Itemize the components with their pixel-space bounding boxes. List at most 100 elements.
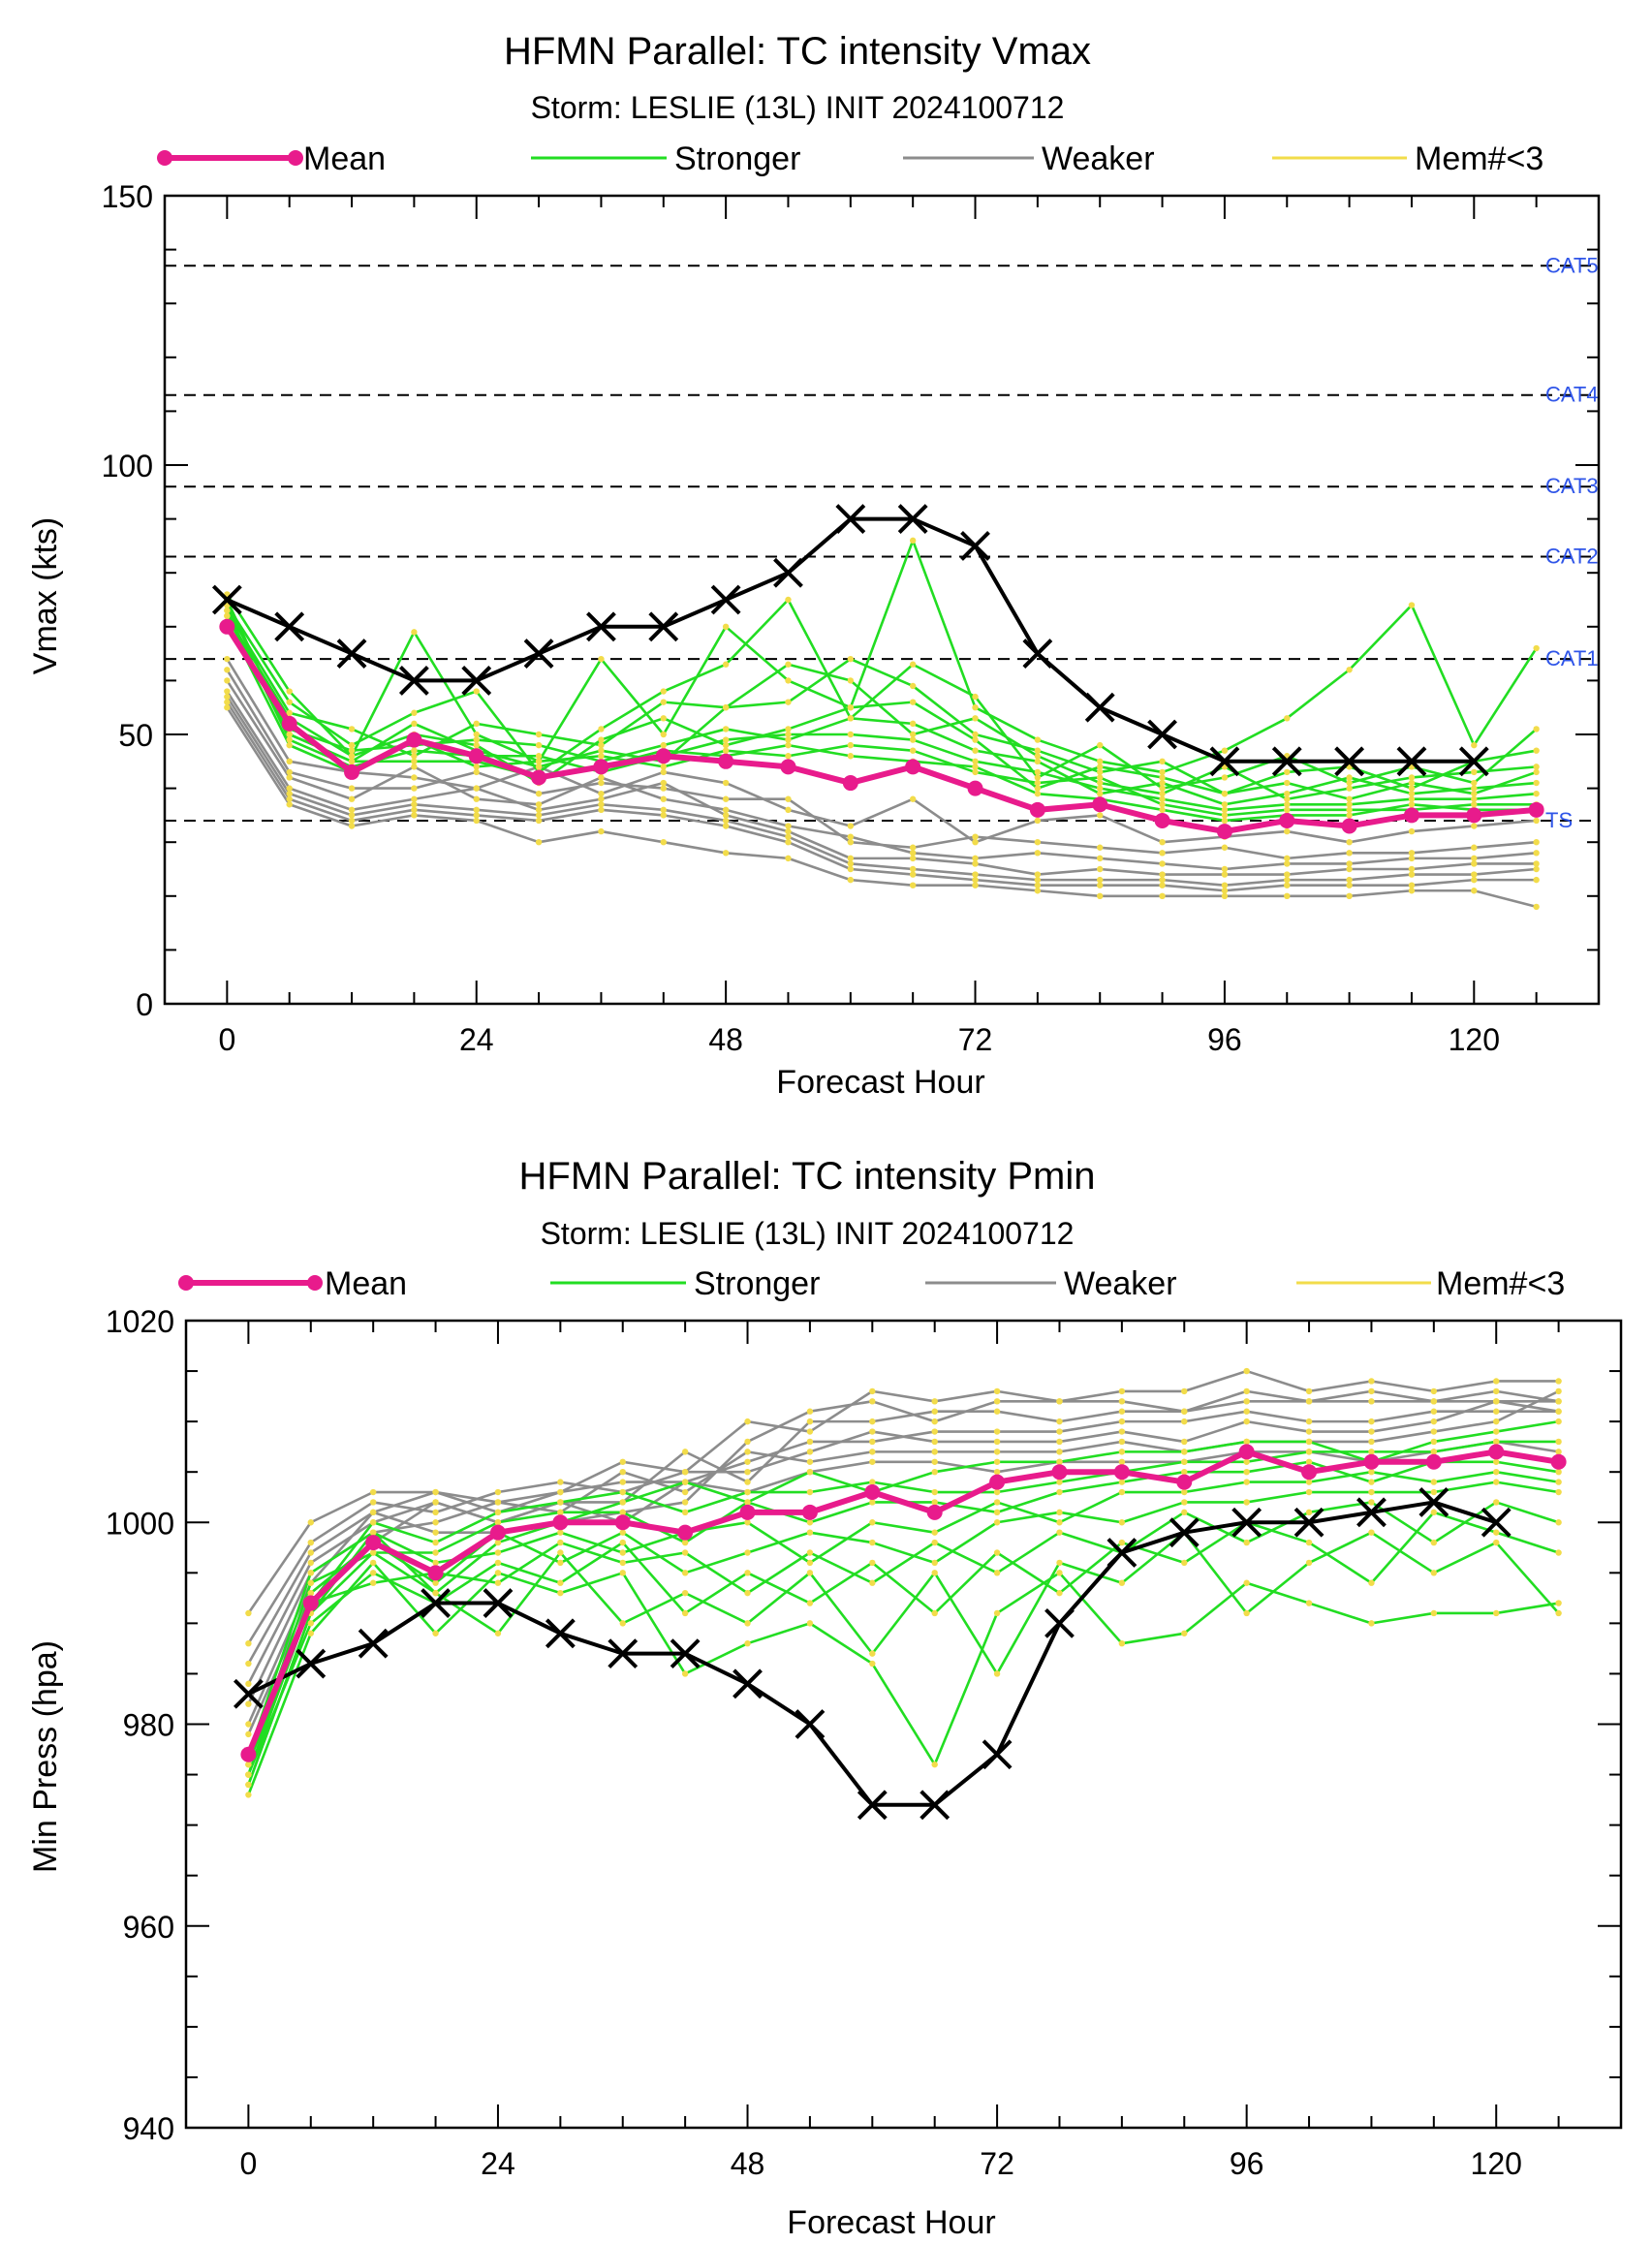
member-point xyxy=(785,731,792,738)
pmin-observed-marker xyxy=(421,1588,451,1618)
member-point xyxy=(1034,850,1042,857)
member-point xyxy=(1555,1549,1562,1556)
member-point xyxy=(1471,844,1478,851)
vmax-mean-point xyxy=(718,753,734,769)
member-point xyxy=(931,1488,938,1496)
vmax-observed-marker xyxy=(773,557,803,588)
member-point xyxy=(1346,801,1353,808)
member-point xyxy=(681,1539,689,1546)
member-point xyxy=(785,839,792,846)
vmax-observed-marker xyxy=(1458,746,1489,777)
member-point xyxy=(473,806,480,814)
pmin-mean-point xyxy=(240,1746,257,1762)
member-point xyxy=(473,688,480,695)
threshold-label-cat3: CAT3 xyxy=(1545,474,1599,498)
member-point xyxy=(1034,768,1042,776)
member-point xyxy=(1555,1600,1562,1606)
pmin-mean-point xyxy=(302,1595,319,1611)
member-point xyxy=(1159,785,1166,792)
member-point xyxy=(1408,785,1416,792)
member-point xyxy=(1034,774,1042,781)
member-point xyxy=(1159,806,1166,814)
member-point xyxy=(1555,1488,1562,1496)
threshold-label-cat2: CAT2 xyxy=(1545,545,1599,569)
member-point xyxy=(1533,850,1540,857)
member-point xyxy=(535,812,543,819)
vmax-mean-point xyxy=(1029,801,1045,818)
x-tick-label: 96 xyxy=(1230,2146,1264,2181)
member-point xyxy=(1097,876,1104,884)
member-point xyxy=(931,1468,938,1476)
member-point xyxy=(224,607,231,614)
member-point xyxy=(1305,1458,1313,1465)
vmax-observed-marker xyxy=(586,611,616,642)
member-point xyxy=(1097,785,1104,792)
member-point xyxy=(1471,779,1478,787)
member-point xyxy=(1159,774,1166,781)
member-point xyxy=(869,1438,876,1446)
member-point xyxy=(432,1488,439,1496)
member-point xyxy=(1034,882,1042,888)
member-point xyxy=(806,1519,814,1526)
vmax-observed-marker xyxy=(398,665,429,696)
member-point xyxy=(972,693,979,701)
member-point xyxy=(1493,1479,1500,1485)
member-point xyxy=(847,876,855,884)
member-point xyxy=(1430,1398,1438,1405)
vmax-mean-point xyxy=(1216,824,1232,840)
vmax-stronger-member-4 xyxy=(226,615,1538,801)
member-point xyxy=(1243,1418,1250,1425)
vmax-observed-marker xyxy=(1271,746,1302,777)
member-point xyxy=(535,731,543,738)
member-point xyxy=(1097,758,1104,764)
member-point xyxy=(348,758,356,764)
vmax-observed-marker xyxy=(461,665,492,696)
member-point xyxy=(1034,779,1042,787)
member-point xyxy=(993,1387,1001,1395)
vmax-observed-marker xyxy=(1084,692,1115,723)
member-point xyxy=(909,736,917,743)
x-tick-label: 72 xyxy=(980,2146,1014,2181)
member-point xyxy=(1408,774,1416,781)
member-point xyxy=(1284,790,1291,797)
member-point xyxy=(785,661,792,668)
member-point xyxy=(598,736,605,743)
member-point xyxy=(785,596,792,604)
member-point xyxy=(619,1468,626,1476)
vmax-observed-marker xyxy=(523,639,554,670)
member-point xyxy=(1471,741,1478,749)
member-point xyxy=(1034,871,1042,878)
member-point xyxy=(660,806,667,814)
member-point xyxy=(1056,1438,1063,1446)
vmax-stronger-member-3 xyxy=(226,599,1537,801)
member-point xyxy=(348,726,356,732)
member-point xyxy=(972,855,979,862)
member-point xyxy=(245,1640,252,1647)
legend-stronger-label: Stronger xyxy=(674,140,800,177)
member-point xyxy=(1118,1539,1126,1546)
member-point xyxy=(1181,1449,1188,1455)
member-point xyxy=(744,1468,751,1476)
member-point xyxy=(411,785,418,792)
vmax-mean-point xyxy=(905,759,921,775)
member-point xyxy=(1533,644,1540,652)
member-point xyxy=(473,731,480,738)
member-point xyxy=(245,1680,252,1688)
member-point xyxy=(993,1670,1001,1677)
member-point xyxy=(1346,892,1353,899)
vmax-observed-marker xyxy=(211,584,242,615)
member-point xyxy=(909,537,917,545)
y-tick-label: 1020 xyxy=(106,1304,174,1339)
member-point xyxy=(1097,812,1104,819)
member-point xyxy=(286,795,293,802)
member-point xyxy=(1346,785,1353,792)
member-point xyxy=(1221,888,1229,894)
pmin-observed-marker xyxy=(545,1618,576,1649)
member-point xyxy=(411,753,418,760)
member-point xyxy=(847,731,855,738)
member-point xyxy=(1305,1438,1313,1446)
member-point xyxy=(806,1529,814,1536)
member-point xyxy=(1118,1640,1126,1647)
pmin-observed-marker xyxy=(982,1739,1013,1770)
